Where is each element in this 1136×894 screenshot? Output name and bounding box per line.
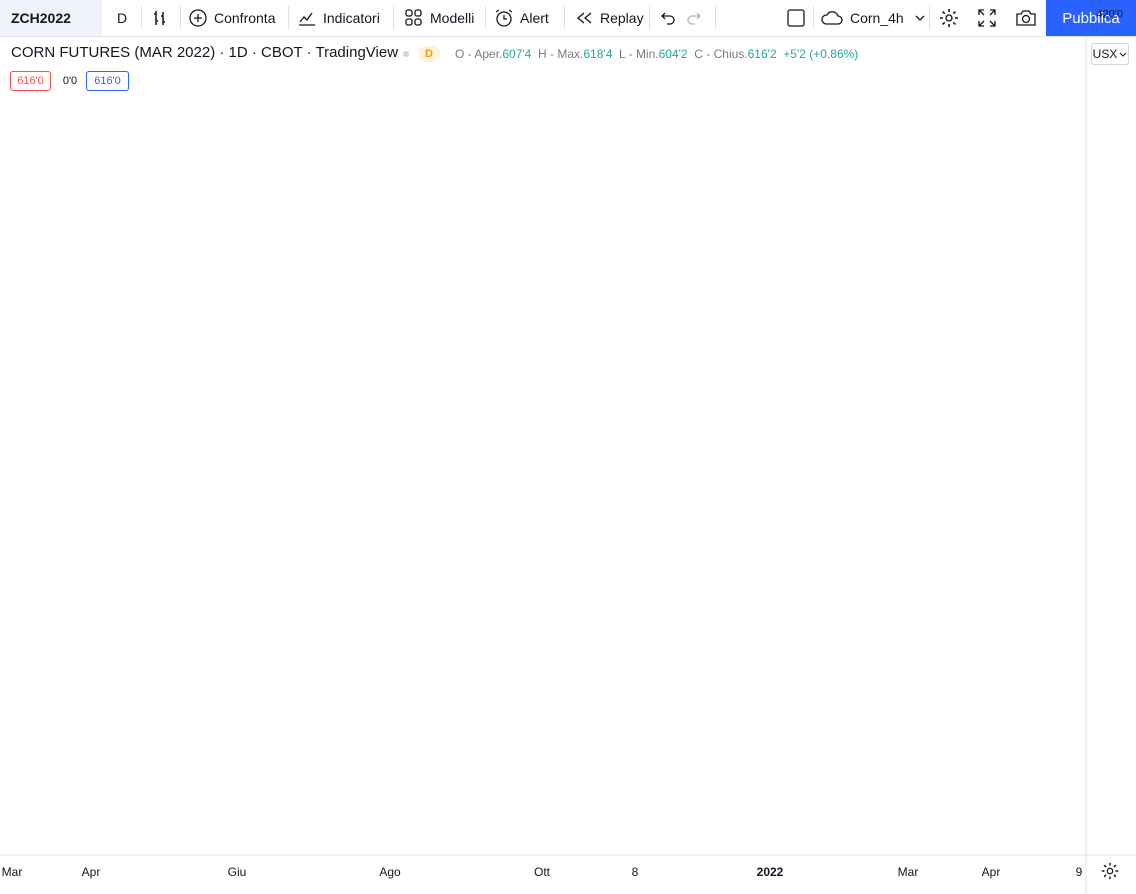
- time-tick-label: 9: [1076, 865, 1083, 879]
- undo-button[interactable]: [658, 0, 676, 36]
- layout-selector[interactable]: Corn_4h: [820, 0, 926, 36]
- time-tick-label: 2022: [757, 865, 784, 879]
- replay-label: Replay: [600, 10, 644, 26]
- time-tick-label: Apr: [982, 865, 1001, 879]
- sell-price-box[interactable]: 616'0: [10, 71, 51, 91]
- indicators-icon: [299, 12, 315, 26]
- toolbar-divider: [929, 6, 930, 30]
- square-icon: [787, 9, 805, 27]
- series-title[interactable]: CORN FUTURES (MAR 2022) · 1D · CBOT · Tr…: [11, 44, 399, 61]
- time-tick-label: Giu: [228, 865, 247, 879]
- data-badge[interactable]: D: [418, 46, 440, 62]
- indicators-label: Indicatori: [323, 10, 380, 26]
- price-axis-bg: [1086, 37, 1136, 855]
- open-label: O - Aper.: [455, 47, 503, 61]
- symbol-search-button[interactable]: ZCH2022: [0, 0, 102, 36]
- camera-icon: [1016, 10, 1036, 26]
- bar-style-button[interactable]: [151, 0, 171, 36]
- close-value: 616'2: [747, 47, 777, 61]
- templates-label: Modelli: [430, 10, 475, 26]
- publish-label: Pubblica: [1062, 9, 1120, 27]
- toolbar-divider: [288, 6, 289, 30]
- change-value: +5'2 (+0.86%): [783, 47, 859, 61]
- time-tick-label: Mar: [2, 865, 23, 879]
- chevron-down-icon: [1119, 52, 1127, 57]
- toolbar-divider: [141, 6, 142, 30]
- fullscreen-button[interactable]: [977, 0, 997, 36]
- gear-icon: [940, 9, 958, 27]
- toolbar-divider: [485, 6, 486, 30]
- alarm-clock-icon: [495, 9, 513, 27]
- undo-icon: [661, 12, 675, 25]
- market-status-dot: [403, 51, 409, 57]
- compare-button[interactable]: Confronta: [188, 0, 275, 36]
- templates-grid-icon: [405, 9, 422, 26]
- interval-label: D: [116, 10, 128, 26]
- chart-settings-button[interactable]: [1100, 861, 1120, 886]
- alert-label: Alert: [520, 10, 549, 26]
- time-tick-label: Apr: [82, 865, 101, 879]
- alert-button[interactable]: Alert: [494, 0, 549, 36]
- ohlc-values: O - Aper.607'4 H - Max.618'4 L - Min.604…: [455, 47, 858, 61]
- toolbar-divider: [813, 6, 814, 30]
- toolbar-divider: [180, 6, 181, 30]
- layout-name-label: Corn_4h: [850, 10, 904, 26]
- toolbar-divider: [393, 6, 394, 30]
- templates-button[interactable]: Modelli: [404, 0, 474, 36]
- fullscreen-box-button[interactable]: [786, 0, 806, 36]
- low-value: 604'2: [658, 47, 688, 61]
- redo-icon: [687, 12, 701, 25]
- publish-button[interactable]: Pubblica: [1046, 0, 1136, 36]
- time-tick-label: Ott: [534, 865, 551, 879]
- close-label: C - Chius.: [694, 47, 748, 61]
- rewind-icon: [576, 12, 592, 24]
- redo-button[interactable]: [686, 0, 704, 36]
- replay-button[interactable]: Replay: [574, 0, 644, 36]
- time-tick-label: Ago: [379, 865, 401, 879]
- snapshot-button[interactable]: [1015, 0, 1037, 36]
- low-label: L - Min.: [619, 47, 659, 61]
- open-value: 607'4: [502, 47, 532, 61]
- currency-selector[interactable]: USX: [1091, 43, 1129, 65]
- high-value: 618'4: [583, 47, 613, 61]
- time-axis: Mar Apr Giu Ago Ott 8 2022 Mar Apr 9: [2, 865, 1083, 879]
- toolbar-divider: [649, 6, 650, 30]
- expand-icon: [978, 9, 996, 27]
- chevron-down-icon: [915, 15, 925, 21]
- high-label: H - Max.: [538, 47, 584, 61]
- interval-button[interactable]: D: [113, 0, 131, 36]
- series-legend: CORN FUTURES (MAR 2022) · 1D · CBOT · Tr…: [11, 44, 398, 61]
- toolbar-divider: [715, 6, 716, 30]
- toolbar-divider: [564, 6, 565, 30]
- cloud-icon: [821, 11, 843, 25]
- time-tick-label: Mar: [898, 865, 919, 879]
- compare-label: Confronta: [214, 10, 276, 26]
- candles-icon: [154, 11, 165, 25]
- time-tick-label: 8: [632, 865, 639, 879]
- gear-icon: [1101, 862, 1119, 880]
- plus-circle-icon: [189, 9, 207, 27]
- spread-value: 0'0: [62, 75, 78, 87]
- buy-price-box[interactable]: 616'0: [86, 71, 129, 91]
- indicators-button[interactable]: Indicatori: [297, 0, 380, 36]
- top-toolbar: ZCH2022 D Confronta Indicatori Modelli A…: [0, 0, 1136, 37]
- settings-button[interactable]: [938, 0, 960, 36]
- symbol-label: ZCH2022: [11, 10, 71, 26]
- currency-label: USX: [1092, 47, 1118, 61]
